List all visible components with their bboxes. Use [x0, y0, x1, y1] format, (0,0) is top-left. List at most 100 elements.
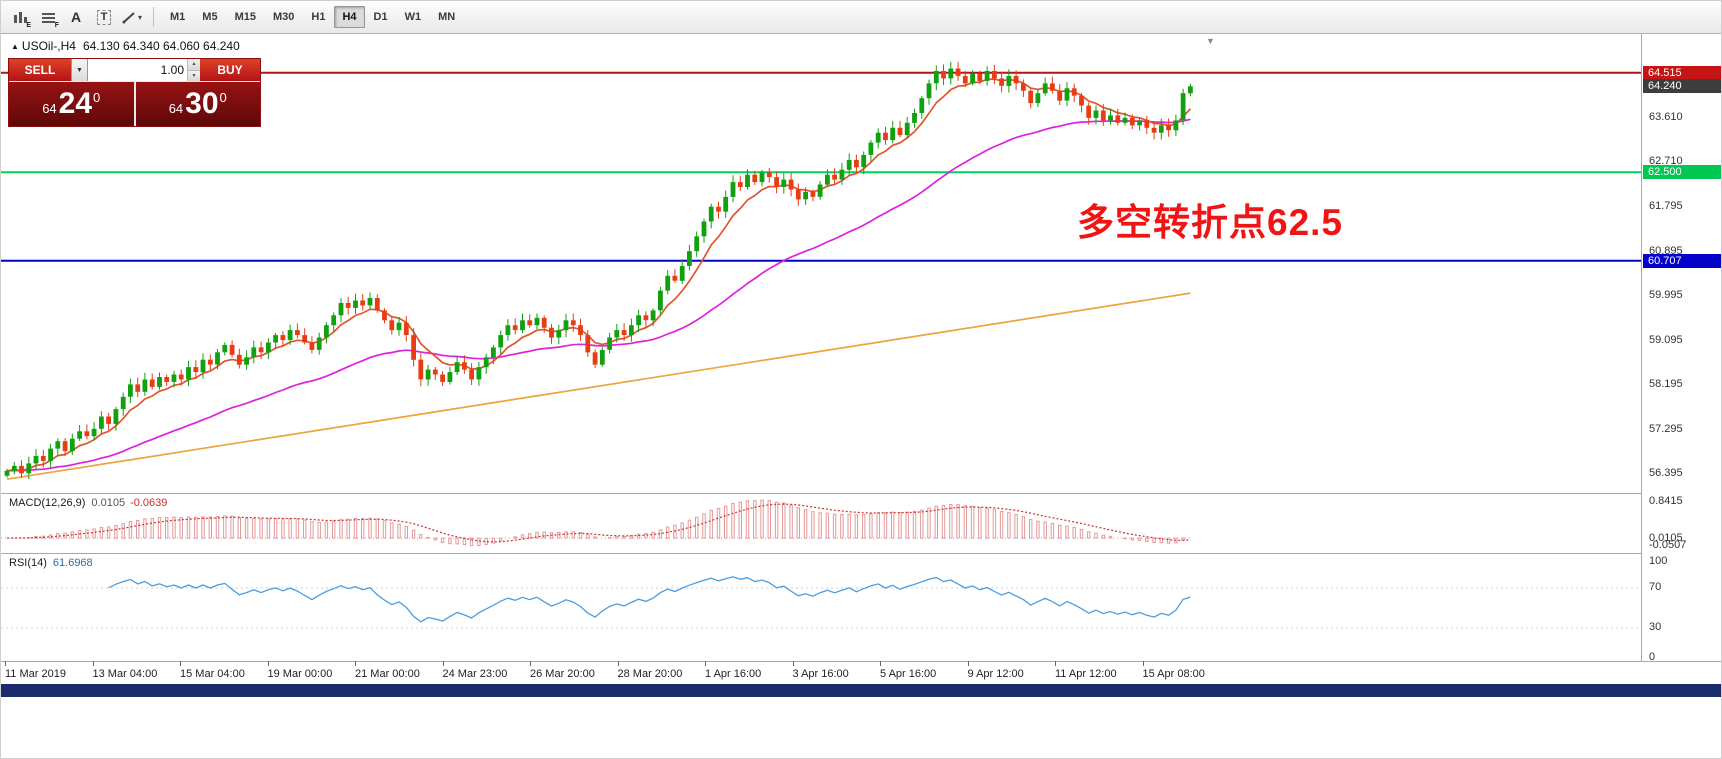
toolbar: E F A T ▾ M1 M5 M15 M30 H1 H4 D1 W1 MN	[1, 1, 1721, 34]
price-axis-label: 62.710	[1649, 155, 1683, 168]
rsi-axis-label: 0	[1649, 651, 1656, 663]
trendline-tool-icon	[122, 11, 135, 23]
chart-ohlc-header: ▲ USOil-,H4 64.130 64.340 64.060 64.240	[11, 39, 240, 53]
macd-name-label: MACD(12,26,9)	[9, 497, 86, 509]
timeframe-button-h4[interactable]: H4	[334, 6, 365, 28]
time-axis-label: 5 Apr 16:00	[880, 661, 937, 680]
volume-input[interactable]	[88, 59, 200, 81]
volume-stepper: ▲ ▼	[187, 59, 200, 81]
macd-title: MACD(12,26,9) 0.0105 -0.0639	[9, 497, 167, 509]
price-chart[interactable]: ▲ USOil-,H4 64.130 64.340 64.060 64.240 ▼ …	[1, 34, 1641, 493]
macd-chart-canvas	[1, 499, 1191, 547]
sell-button[interactable]: SELL	[9, 59, 71, 81]
sell-price-button[interactable]: 64 24 0	[9, 82, 134, 126]
text-box-icon: T	[96, 9, 112, 25]
price-axis-label: 56.395	[1649, 467, 1683, 479]
price-axis-label: 63.610	[1649, 110, 1683, 123]
sell-price-pips: 24	[58, 87, 93, 120]
ohlc-values: 64.130 64.340 64.060 64.240	[82, 39, 240, 53]
time-axis-label: 9 Apr 12:00	[967, 661, 1024, 680]
collapse-triangle-icon: ▲	[11, 42, 19, 51]
buy-price-button[interactable]: 64 30 0	[135, 82, 260, 126]
price-axis-label: 58.195	[1649, 378, 1683, 391]
text-box-tool-button[interactable]: T	[91, 5, 117, 29]
buy-price-pips: 30	[185, 87, 219, 120]
text-label-icon: A	[70, 9, 82, 25]
price-axis-tag: 62.500	[1643, 165, 1721, 180]
time-axis-label: 15 Mar 04:00	[180, 661, 245, 680]
rsi-title: RSI(14) 61.6968	[9, 557, 93, 569]
sell-price-point: 0	[93, 89, 101, 105]
macd-signal-value: -0.0639	[130, 497, 168, 509]
timeframe-button-m1[interactable]: M1	[170, 11, 186, 23]
time-axis-label: 26 Mar 20:00	[530, 661, 595, 680]
price-axis[interactable]: 63.610 62.710 61.795 60.895 59.995 59.095 58.1…	[1641, 34, 1721, 663]
volume-decrease-button[interactable]: ▼	[188, 70, 200, 81]
icon-sub-label-f: F	[54, 22, 59, 29]
time-axis-label: 11 Apr 12:00	[1055, 661, 1117, 680]
volume-field-wrap: ▲ ▼	[88, 59, 200, 81]
trade-panel-controls: SELL ▼ ▲ ▼ BUY	[9, 59, 260, 82]
chevron-down-icon: ▾	[137, 12, 142, 22]
chart-text-annotation: 多空转折点62.5	[1077, 202, 1344, 243]
rsi-name-label: RSI(14)	[9, 557, 47, 569]
macd-indicator-panel[interactable]: MACD(12,26,9) 0.0105 -0.0639	[1, 493, 1641, 553]
price-axis-label: 61.795	[1649, 200, 1683, 213]
buy-button[interactable]: BUY	[200, 59, 260, 81]
price-axis-label: 57.295	[1649, 422, 1683, 435]
rsi-axis-label: 70	[1649, 581, 1662, 593]
time-axis-label: 3 Apr 16:00	[792, 661, 849, 680]
indicator-shortcut-e-button[interactable]: E	[7, 5, 33, 29]
time-axis[interactable]: 11 Mar 2019 13 Mar 04:00 15 Mar 04:00 19 Ma…	[1, 661, 1721, 684]
chart-shift-marker[interactable]: ▼	[1206, 36, 1215, 46]
timeframe-button-m15[interactable]: M15	[234, 11, 256, 23]
rsi-axis-label: 30	[1649, 621, 1662, 633]
rsi-axis-label: 100	[1649, 555, 1668, 567]
rsi-chart-canvas	[1, 576, 1641, 629]
time-axis-label: 15 Apr 08:00	[1142, 661, 1205, 680]
macd-axis-label: -0.0507	[1649, 539, 1687, 552]
time-axis-label: 11 Mar 2019	[5, 661, 66, 680]
time-axis-label: 13 Mar 04:00	[92, 661, 158, 680]
icon-sub-label-e: E	[26, 22, 31, 29]
one-click-trading-panel: SELL ▼ ▲ ▼ BUY 64 24 0	[8, 58, 261, 127]
timeframe-button-w1[interactable]: W1	[404, 11, 422, 23]
candlestick-chart-canvas[interactable]	[1, 34, 1641, 493]
line-studies-button[interactable]: ▾	[119, 5, 145, 29]
timeframe-bar: M1 M5 M15 M30 H1 H4 D1 W1 MN	[162, 6, 463, 28]
timeframe-button-h1[interactable]: H1	[311, 11, 326, 23]
symbol-period-label: USOil-,H4	[21, 39, 76, 53]
chevron-down-icon: ▼	[76, 66, 83, 74]
buy-price-point: 0	[219, 89, 227, 105]
timeframe-button-m30[interactable]: M30	[272, 11, 295, 23]
taskbar-strip	[1, 684, 1721, 697]
price-axis-tag: 64.515	[1643, 65, 1721, 80]
timeframe-button-mn[interactable]: MN	[438, 11, 456, 23]
sell-price-handle: 64	[42, 101, 57, 116]
indicator-shortcut-f-button[interactable]: F	[35, 5, 61, 29]
price-axis-label: 59.095	[1649, 333, 1683, 346]
order-dropdown-button[interactable]: ▼	[71, 59, 88, 81]
time-axis-label: 28 Mar 20:00	[617, 661, 683, 680]
timeframe-button-m5[interactable]: M5	[202, 11, 218, 23]
price-axis-tag: 60.707	[1643, 253, 1721, 268]
buy-price-handle: 64	[168, 101, 184, 116]
time-axis-label: 19 Mar 00:00	[267, 661, 333, 680]
trade-panel-prices: 64 24 0 64 30 0	[9, 82, 260, 126]
macd-main-value: 0.0105	[91, 497, 126, 509]
rsi-indicator-panel[interactable]: RSI(14) 61.6968	[1, 553, 1641, 661]
time-axis-label: 1 Apr 16:00	[705, 661, 762, 680]
macd-axis-label: 0.0105	[1649, 531, 1683, 544]
price-axis-label: 59.995	[1649, 289, 1683, 302]
volume-increase-button[interactable]: ▲	[188, 59, 200, 71]
price-axis-tag: 64.240	[1643, 79, 1721, 94]
time-axis-label: 24 Mar 23:00	[442, 661, 508, 680]
rsi-value: 61.6968	[52, 557, 93, 569]
candlestick-chart-icon	[13, 11, 27, 23]
text-label-tool-button[interactable]: A	[63, 5, 89, 29]
toolbar-separator	[153, 7, 154, 27]
timeframe-button-d1[interactable]: D1	[373, 11, 388, 23]
macd-axis-label: 0.8415	[1649, 495, 1683, 508]
list-lines-icon	[41, 12, 55, 23]
time-axis-label: 21 Mar 00:00	[355, 661, 420, 680]
